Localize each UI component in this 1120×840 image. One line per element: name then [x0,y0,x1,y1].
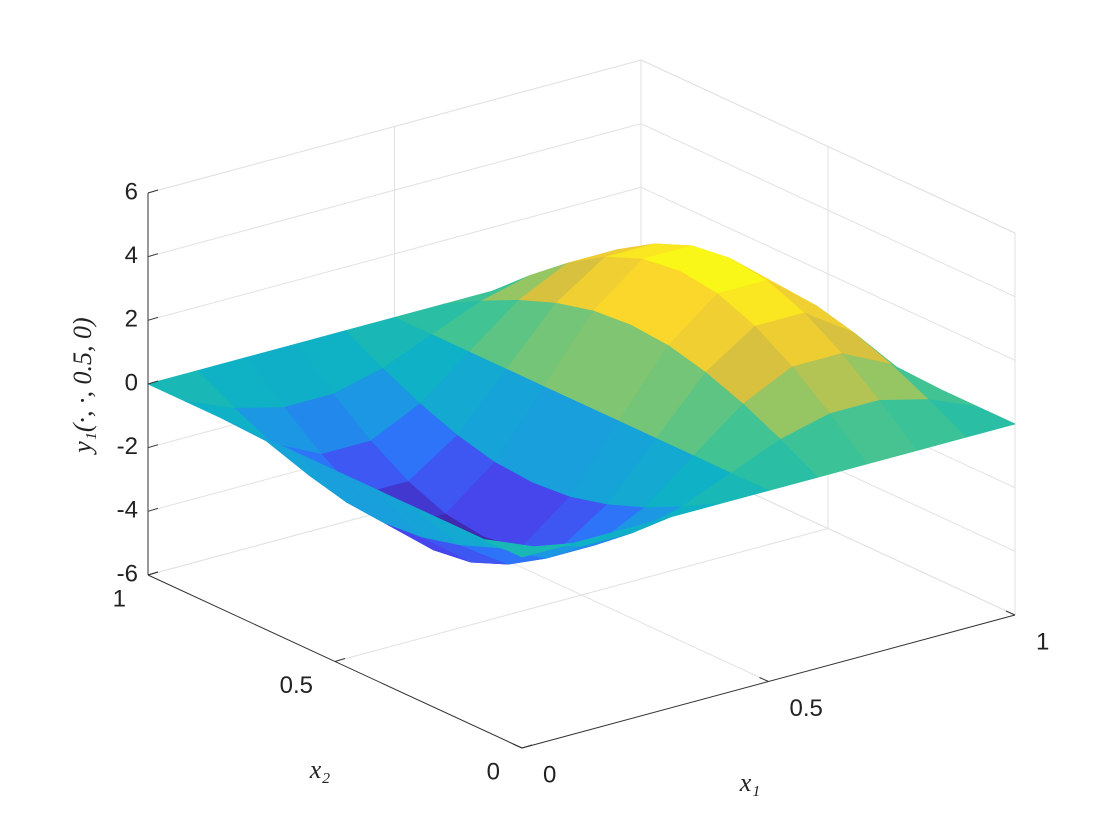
x-tick [1005,610,1016,616]
z-tick-label: 0 [125,369,138,396]
y-tick [147,571,159,576]
z-tick-label: 2 [125,306,138,333]
y-tick-label: 0.5 [280,672,313,699]
x-tick-label: 1 [1036,628,1049,655]
z-tick-label: -6 [117,560,138,587]
x-tick-label: 0 [543,761,556,788]
x-axis-label: x₁ [739,768,761,797]
x-tick-label: 0.5 [790,695,823,722]
z-tick-label: -4 [117,497,138,524]
z-tick [147,380,159,385]
y-axis-label: x₂ [309,755,331,784]
surface-face [484,539,572,558]
z-tick [147,316,159,321]
z-tick [147,253,159,258]
y-tick-label: 1 [113,585,126,612]
z-tick [147,189,159,194]
z-tick-label: 6 [125,178,138,205]
box-edge [147,59,642,194]
box-edge [640,59,1016,234]
z-tick-label: -2 [117,433,138,460]
z-tick [147,507,159,512]
y-tick [334,658,346,662]
y-tick [521,744,533,749]
z-tick-label: 4 [125,242,138,269]
y-tick-label: 0 [487,758,500,785]
z-tick [147,444,159,449]
x-tick [512,743,523,749]
z-axis-label: y₁(·, ·, 0.5, 0) [68,317,97,455]
grid-line [334,528,829,662]
x-tick [759,677,769,682]
